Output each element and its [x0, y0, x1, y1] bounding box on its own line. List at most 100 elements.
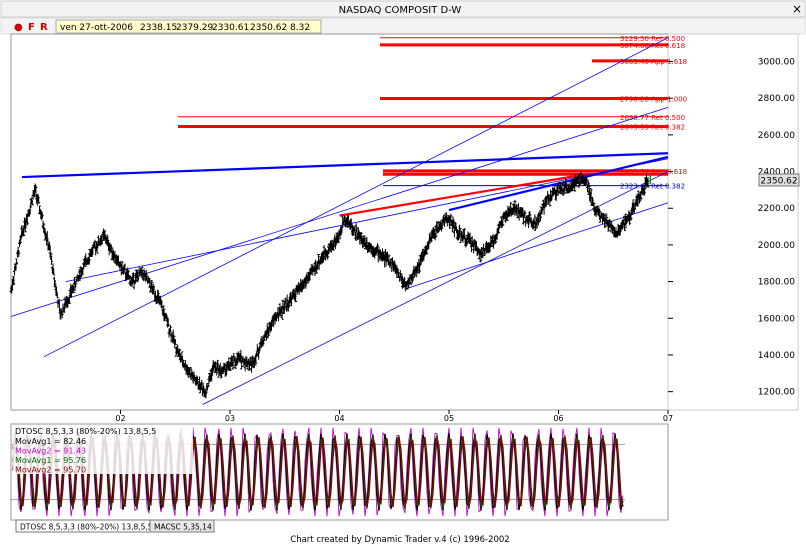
fib-level-label: 3129.50 Ret 0.500 [620, 35, 685, 43]
ohlc-open: 2338.15 [140, 23, 177, 33]
oscillator-legend: DTOSC 8,5,3,3 (80%-20%) 13,8,5,5MovAvg1 … [13, 426, 193, 475]
ohlc-bar [409, 277, 413, 286]
trendlines [10, 37, 669, 405]
oscillator-legend-item: MovAvg2 = 91.43 [15, 447, 86, 456]
ohlc-bar [83, 255, 87, 267]
ohlc-bar [74, 283, 78, 288]
ohlc-bar [220, 366, 224, 374]
y-tick-label: 1600.00 [758, 314, 795, 324]
ohlc-bar [563, 178, 567, 189]
ohlc-bar [509, 201, 513, 215]
ohlc-bar [641, 184, 645, 192]
fib-level-label: 2645.53 Ret 0.382 [620, 124, 685, 132]
ohlc-bar [505, 212, 509, 222]
fib-level-label: 2323.47 Ret 0.382 [620, 183, 685, 191]
ohlc-bar [294, 289, 298, 303]
ohlc-change: 8.32 [290, 23, 310, 33]
y-tick-label: 2400.00 [758, 168, 795, 178]
fib-level-label: 2798.28 App 1.000 [620, 96, 687, 104]
ohlc-bar [573, 178, 577, 192]
x-axis-ticks: 02 03 04 05 06 07 [115, 410, 673, 423]
ohlc-bar [512, 204, 516, 216]
window-title: NASDAQ COMPOSIT D-W [339, 5, 462, 16]
ohlc-bar [100, 236, 104, 244]
ohlc-bar [84, 253, 88, 263]
ohlc-bar [462, 228, 466, 240]
ohlc-bar [235, 359, 239, 367]
ohlc-bar [17, 251, 21, 258]
ohlc-bar [60, 310, 64, 319]
ohlc-bar [513, 199, 517, 211]
oscillator-legend-item: MovAvg2 = 95.70 [15, 466, 86, 475]
ohlc-bar [73, 280, 77, 292]
flag-r-button[interactable]: R [40, 22, 48, 33]
toolbar: ● F R ven 27-ott-2006 2338.15 2379.29 23… [0, 17, 806, 35]
trendline [202, 171, 669, 405]
ohlc-bar [436, 220, 440, 233]
ohlc-bar [354, 223, 358, 233]
ohlc-bar [232, 352, 236, 363]
ohlc-bar [53, 281, 57, 288]
x-tick-label: 05 [444, 414, 454, 423]
ohlc-bar [535, 222, 539, 229]
ohlc-bar [521, 213, 525, 225]
ohlc-bar [387, 254, 391, 266]
indicator-tabs: DTOSC 8,5,3,3 (80%-20%) 13,8,5,5 MACSC 5… [15, 519, 215, 533]
ohlc-bar [451, 216, 455, 228]
ohlc-bar [608, 218, 612, 228]
ohlc-bar [52, 268, 56, 276]
y-axis-ticks: 1200.00 1400.00 1600.00 1800.00 2000.00 2200.… [668, 58, 795, 398]
ohlc-bar [589, 187, 593, 199]
ohlc-bar [428, 235, 432, 244]
trendline [339, 174, 581, 217]
ohlc-bar [629, 211, 633, 221]
ohlc-bar [497, 224, 501, 234]
ohlc-bar [331, 240, 335, 251]
ohlc-bar [74, 278, 78, 283]
ohlc-bar [120, 260, 124, 270]
ohlc-bar [195, 376, 199, 384]
ohlc-bar [180, 351, 184, 361]
trendline [43, 37, 669, 358]
ohlc-bar [15, 258, 19, 265]
ohlc-bar [344, 219, 348, 228]
ohlc-bar [324, 248, 328, 261]
ohlc-bar [161, 305, 165, 317]
x-tick-label: 02 [115, 414, 125, 423]
ohlc-bar [142, 268, 146, 277]
ohlc-bar [233, 359, 237, 370]
ohlc-low: 2330.61 [212, 23, 249, 33]
ohlc-bar [206, 383, 210, 388]
price-pane[interactable] [10, 33, 669, 411]
x-tick-label: 06 [553, 414, 563, 423]
tab-dtosc-label: DTOSC 8,5,3,3 (80%-20%) 13,8,5,5 [20, 523, 153, 532]
flag-f-button[interactable]: F [28, 22, 35, 33]
ohlc-bar [30, 199, 34, 206]
ohlc-bar [523, 210, 527, 217]
ohlc-bar [166, 318, 170, 327]
ohlc-bar [223, 363, 227, 371]
ohlc-bar [204, 391, 208, 399]
ohlc-bar [394, 265, 398, 272]
ohlc-bar [464, 238, 468, 248]
trendline [448, 155, 669, 212]
ohlc-bar [240, 360, 244, 370]
ohlc-bar [55, 292, 59, 299]
ohlc-bar [189, 366, 193, 376]
ohlc-bar [257, 345, 261, 354]
oscillator-series-line [12, 436, 624, 508]
ohlc-bar [418, 262, 422, 274]
y-tick-label: 2200.00 [758, 204, 795, 214]
ohlc-bar [37, 196, 41, 205]
y-tick-label: 1200.00 [758, 388, 795, 398]
ohlc-bar [283, 303, 287, 311]
y-tick-label: 2600.00 [758, 131, 795, 141]
tab-macsc[interactable] [149, 519, 215, 533]
ohlc-bar [528, 210, 532, 221]
y-tick-label: 2000.00 [758, 241, 795, 251]
close-icon[interactable]: × [792, 2, 802, 16]
ohlc-bar [583, 176, 587, 187]
fib-level-label: 3003.40 App 1.618 [620, 58, 687, 66]
